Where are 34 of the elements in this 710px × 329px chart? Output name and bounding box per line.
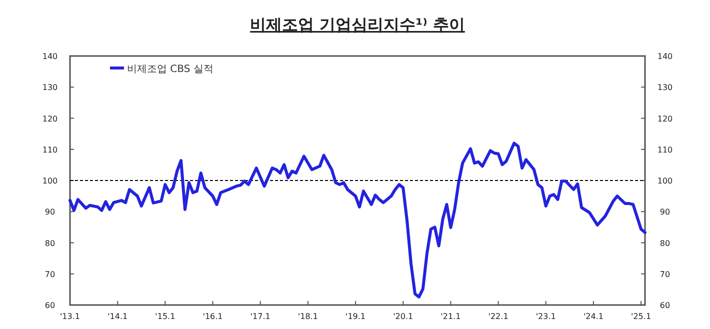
y-tick-label: 140 [42, 52, 58, 61]
chart-title: 비제조업 기업심리지수¹⁾ 추이 [250, 15, 465, 34]
y2-tick-label: 140 [657, 52, 673, 61]
y2-tick-label: 110 [657, 145, 673, 154]
x-tick-label: '24.1 [583, 312, 604, 321]
x-tick-label: '17.1 [250, 312, 270, 321]
y-tick-label: 60 [44, 301, 56, 310]
y-tick-label: 70 [44, 270, 56, 279]
x-tick-label: '23.1 [536, 312, 556, 321]
x-tick-label: '16.1 [202, 312, 223, 321]
y2-tick-label: 100 [657, 176, 673, 186]
x-tick-label: '20.1 [393, 312, 414, 321]
y2-tick-label: 130 [657, 83, 673, 92]
x-tick-label: '22.1 [488, 312, 508, 321]
x-tick-label: '14.1 [108, 312, 128, 321]
x-tick-label: '21.1 [440, 312, 461, 321]
x-tick-label: '13.1 [60, 312, 80, 321]
x-tick-label: '25.1 [631, 312, 652, 321]
legend-label: 비제조업 CBS 실적 [127, 64, 214, 75]
y-tick-label: 100 [42, 176, 58, 186]
y2-tick-label: 60 [660, 301, 670, 310]
y-tick-label: 80 [44, 238, 56, 248]
y2-tick-label: 80 [660, 238, 670, 248]
x-tick-label: '18.1 [298, 312, 318, 321]
y-tick-label: 130 [42, 83, 58, 92]
x-tick-label: '19.1 [346, 312, 366, 321]
line-series [68, 142, 646, 298]
y-tick-label: 110 [42, 145, 58, 154]
y-tick-label: 120 [42, 114, 58, 124]
y2-tick-label: 70 [660, 270, 670, 279]
y2-tick-label: 90 [660, 208, 670, 217]
x-tick-label: '15.1 [155, 312, 176, 321]
y2-tick-label: 120 [657, 114, 673, 124]
y-tick-label: 90 [44, 208, 56, 217]
